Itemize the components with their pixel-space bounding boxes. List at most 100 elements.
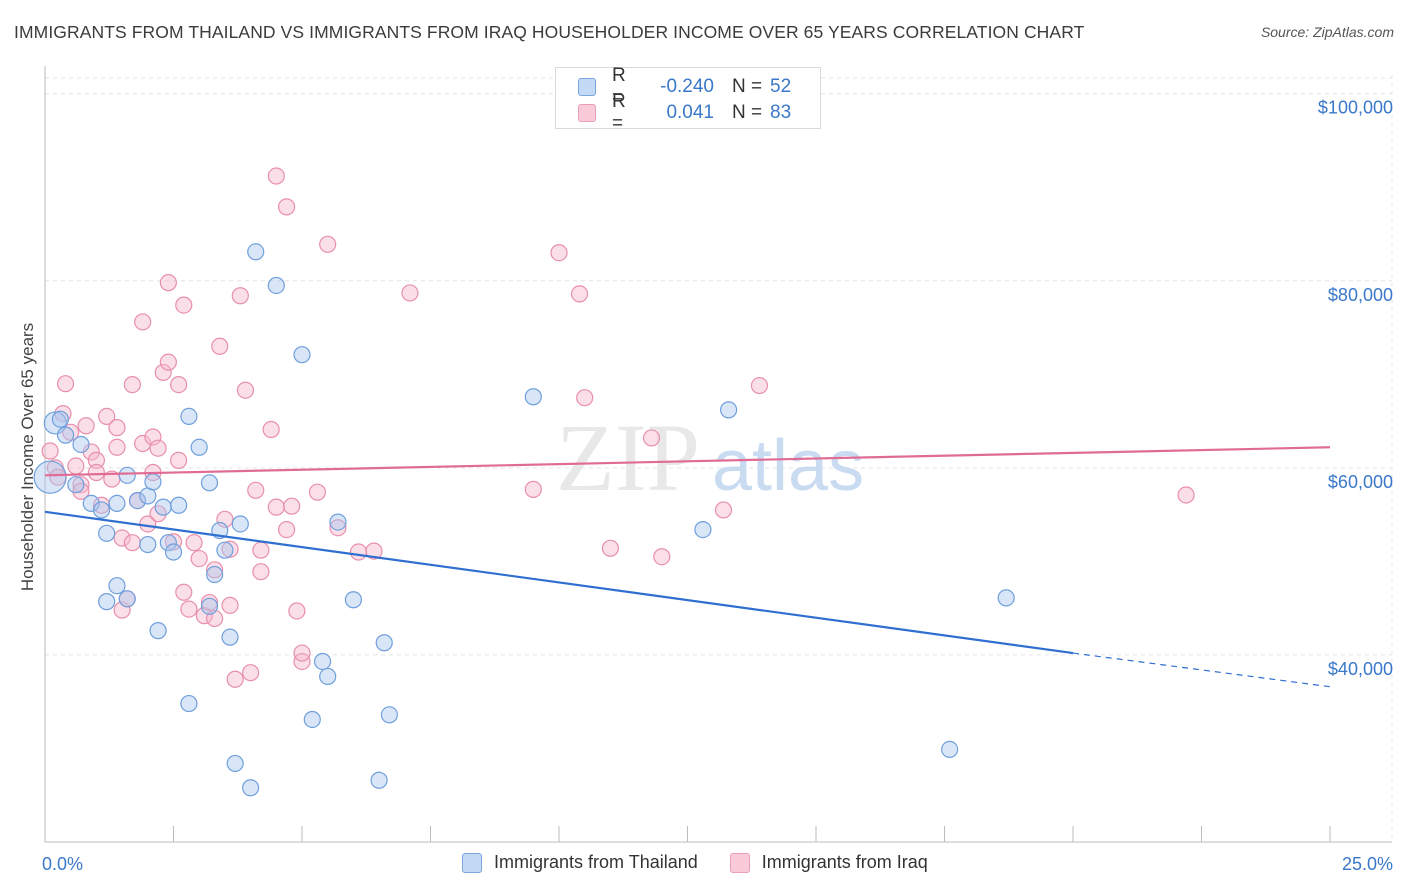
iraq-point	[277, 520, 296, 539]
iraq-point	[185, 534, 203, 552]
iraq-points	[41, 167, 1195, 688]
legend-item-thailand[interactable]: Immigrants from Thailand	[462, 852, 698, 873]
iraq-point	[226, 670, 244, 688]
thailand-point	[216, 541, 234, 559]
iraq-point	[570, 285, 589, 303]
thailand-point	[370, 771, 388, 789]
legend-r-value: 0.041	[666, 102, 714, 123]
y-axis-label: Householder Income Over 65 years	[18, 323, 37, 591]
iraq-point	[267, 167, 285, 185]
iraq-point	[211, 337, 229, 355]
legend-item-iraq[interactable]: Immigrants from Iraq	[729, 852, 928, 873]
axes	[44, 66, 1392, 843]
tick-labels: $40,000 $60,000 $80,000 $100,000 0.0% 25.0%	[42, 98, 1393, 874]
thailand-point	[190, 438, 208, 456]
iraq-point	[262, 420, 280, 439]
thailand-point	[180, 694, 198, 713]
series-legend: Immigrants from Thailand Immigrants from…	[462, 852, 960, 873]
iraq-point	[87, 463, 106, 482]
iraq-point	[267, 498, 285, 516]
thailand-point	[51, 410, 70, 428]
iraq-point	[206, 561, 224, 579]
legend-row-iraq: R = 0.041 N = 83	[578, 91, 791, 134]
iraq-point	[221, 540, 239, 558]
thailand-point	[144, 473, 162, 491]
thailand-point	[319, 667, 337, 686]
chart-title: IMMIGRANTS FROM THAILAND VS IMMIGRANTS F…	[14, 22, 1085, 42]
thailand-point	[524, 388, 542, 406]
thailand-point	[98, 593, 116, 611]
watermark: ZIP atlas	[556, 404, 864, 511]
iraq-point	[283, 497, 301, 515]
iraq-point	[750, 376, 769, 395]
legend-r-value: -0.240	[660, 76, 714, 97]
iraq-point	[221, 596, 239, 614]
source-credit: Source: ZipAtlas.com	[1260, 24, 1394, 40]
iraq-point	[242, 664, 260, 682]
iraq-point	[714, 501, 733, 519]
iraq-point	[231, 287, 249, 305]
thailand-point	[118, 590, 136, 608]
thailand-point	[997, 589, 1015, 607]
thailand-point	[267, 276, 285, 295]
thailand-point	[170, 496, 188, 514]
thailand-point	[221, 628, 239, 646]
thailand-point	[231, 515, 249, 533]
iraq-point	[134, 313, 152, 331]
iraq-point	[329, 519, 347, 537]
thailand-point	[98, 524, 116, 542]
thailand-point	[154, 498, 172, 516]
thailand-point	[200, 474, 219, 492]
thailand-point	[139, 535, 157, 554]
iraq-point	[108, 438, 126, 456]
watermark-atlas: atlas	[712, 426, 864, 506]
iraq-swatch	[729, 852, 750, 873]
legend-label-iraq: Immigrants from Iraq	[761, 852, 928, 872]
iraq-point	[195, 607, 213, 625]
thailand-point	[56, 426, 75, 444]
iraq-point	[98, 407, 116, 426]
iraq-point	[175, 296, 193, 314]
legend-label-thailand: Immigrants from Thailand	[494, 852, 698, 872]
iraq-point	[154, 363, 172, 382]
y-tick-label: $60,000	[1328, 472, 1393, 492]
iraq-point	[123, 534, 141, 552]
iraq-point	[170, 376, 188, 394]
iraq-point	[401, 284, 419, 302]
iraq-point	[653, 548, 671, 566]
y-tick-label: $80,000	[1328, 285, 1393, 305]
iraq-point	[149, 439, 167, 457]
thailand-point	[128, 491, 147, 510]
iraq-point	[108, 419, 126, 437]
thailand-point	[33, 460, 67, 494]
thailand-point	[149, 622, 167, 640]
iraq-point	[67, 457, 85, 475]
legend-n-label: N =	[732, 102, 763, 123]
thailand-point	[694, 520, 712, 539]
legend-n-label: N =	[732, 76, 763, 97]
iraq-point	[41, 442, 59, 460]
iraq-point	[524, 480, 542, 498]
thailand-trend-extension	[1072, 652, 1331, 688]
iraq-point	[144, 428, 162, 446]
iraq-point	[288, 602, 306, 620]
thailand-swatch	[462, 852, 482, 873]
iraq-point	[216, 510, 234, 528]
iraq-point	[247, 481, 265, 499]
thailand-point	[380, 706, 398, 724]
thailand-point	[108, 577, 126, 595]
iraq-point	[252, 541, 270, 559]
thailand-point	[82, 494, 100, 512]
thailand-point	[180, 407, 198, 426]
thailand-point	[164, 543, 183, 561]
thailand-point	[226, 754, 244, 773]
iraq-point	[550, 244, 568, 262]
iraq-point	[308, 483, 327, 501]
thailand-point	[242, 779, 260, 797]
thailand-point	[375, 634, 393, 652]
thailand-point	[72, 435, 90, 454]
watermark-zip: ZIP	[556, 404, 700, 511]
iraq-swatch	[578, 104, 596, 122]
iraq-point	[134, 434, 152, 453]
